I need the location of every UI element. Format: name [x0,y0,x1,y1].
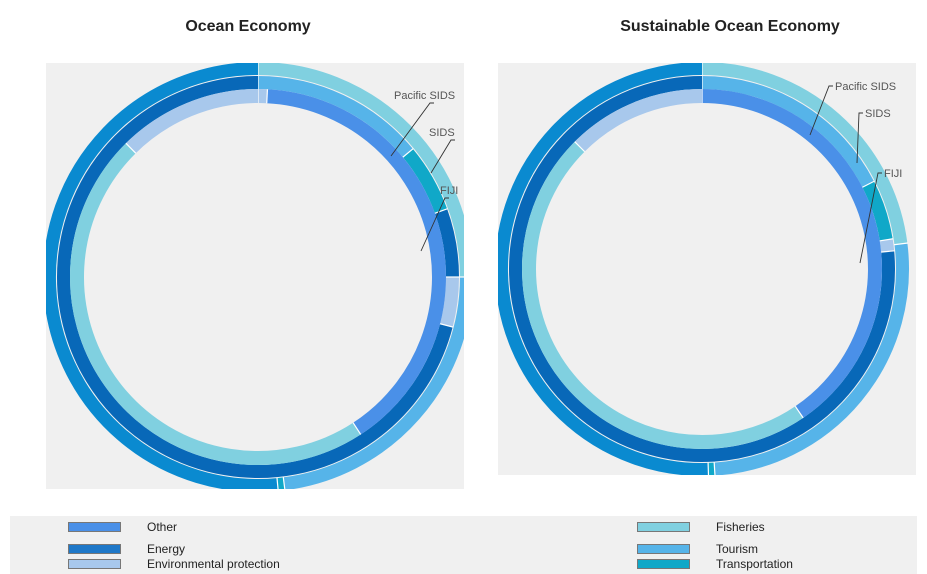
ring-sids-segment-environmental-protection-2 [879,238,895,253]
legend-label-fisheries: Fisheries [716,520,765,534]
ring-pacific-sids-segment-fisheries-0 [257,63,464,278]
ring-sids-segment-tourism-0 [701,76,874,188]
annotation-leader-pacific-sids [390,102,434,157]
ring-sids-segment-transportation-1 [862,181,893,241]
annotation-leader-sids [856,112,863,164]
ring-fiji-segment-environmental-protection-2 [574,89,703,152]
legend-swatch-tourism [637,544,690,554]
annotation-leader-sids [430,139,455,174]
legend-label-tourism: Tourism [716,542,759,556]
segment-separator [861,180,875,189]
ring-sids-segment-tourism-0 [257,76,413,158]
annotation-leader-fiji [859,172,882,264]
chart-panel-sustainable-ocean-economy: Pacific SIDS SIDS FIJI [498,63,916,475]
segment-separator [713,462,716,475]
ring-sids-segment-energy-3 [509,76,895,462]
segment-separator [893,242,908,246]
ring-pacific-sids-segment-energy-3 [498,63,709,475]
ring-sids-segment-energy-4 [57,76,453,478]
annotation-fiji: FIJI [884,168,902,180]
segment-separator [880,250,895,253]
legend-label-environmental-protection: Environmental protection [147,557,280,571]
segment-separator [266,89,269,104]
donut-chart-sustainable-ocean-economy: Pacific SIDS SIDS FIJI [498,63,909,475]
ring-fiji-segment-other-0 [701,89,882,418]
ring-sids-segment-environmental-protection-3 [440,276,459,327]
ring-sids-segment-energy-2 [434,208,459,278]
ring-pacific-sids-segment-tourism-1 [714,243,909,475]
annotation-sids: SIDS [429,127,455,139]
segment-separator [879,238,894,242]
segment-separator [434,208,448,215]
legend-swatch-environmental-protection [68,559,121,569]
ring-pacific-sids-segment-fisheries-0 [701,63,908,245]
chart-panel-ocean-economy: Pacific SIDS SIDS FIJI [46,63,464,489]
ring-pacific-sids-segment-tourism-1 [283,276,464,489]
legend-swatch-energy [68,544,121,554]
segment-separator [439,323,454,328]
annotation-leader-fiji [420,197,449,252]
segment-separator [125,142,137,154]
chart-title-ocean-economy: Ocean Economy [185,18,311,35]
annotation-fiji: FIJI [440,185,458,197]
legend-label-transportation: Transportation [716,557,793,571]
ring-fiji-segment-other-1 [266,89,446,435]
legend-label-energy: Energy [147,542,186,556]
annotation-pacific-sids: Pacific SIDS [394,90,455,102]
annotation-leader-pacific-sids [809,85,833,136]
annotation-sids: SIDS [865,108,891,120]
donut-chart-ocean-economy: Pacific SIDS SIDS FIJI [46,63,464,489]
segment-separator [352,422,362,435]
ring-sids-segment-transportation-1 [402,148,448,214]
legend-swatch-fisheries [637,522,690,532]
segment-separator [282,476,286,489]
ring-fiji-segment-fisheries-1 [522,141,804,449]
legend-swatch-other [68,522,121,532]
ring-fiji-segment-environmental-protection-3 [125,89,259,154]
chart-title-sustainable-ocean-economy: Sustainable Ocean Economy [620,18,840,35]
ring-fiji-segment-fisheries-2 [69,143,361,465]
legend-swatch-transportation [637,559,690,569]
segment-separator [276,477,279,489]
segment-separator [574,141,586,153]
ring-pacific-sids-segment-energy-3 [46,63,279,489]
annotation-pacific-sids: Pacific SIDS [835,81,896,93]
segment-separator [402,148,414,158]
segment-separator [794,405,804,419]
ring-pacific-sids-segment-transportation-2 [276,477,285,489]
chart-legend: Other Energy Environmental protection Fi… [10,516,917,574]
legend-label-other: Other [147,520,178,534]
